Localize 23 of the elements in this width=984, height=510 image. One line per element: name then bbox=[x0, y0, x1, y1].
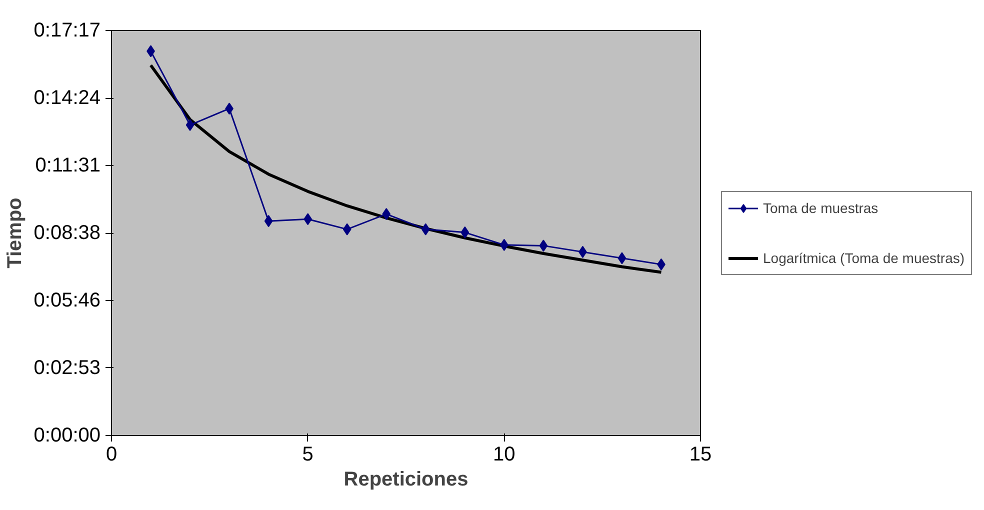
y-tick-label: 0:17:17 bbox=[34, 20, 101, 42]
x-axis-title: Repeticiones bbox=[344, 468, 468, 490]
x-tick-label: 0 bbox=[106, 444, 118, 466]
x-tick-label: 5 bbox=[302, 444, 314, 466]
point bbox=[264, 215, 273, 228]
y-tick-label: 0:00:00 bbox=[34, 424, 101, 446]
y-tick-label: 0:14:24 bbox=[34, 87, 101, 110]
y-axis-title: Tiempo bbox=[4, 198, 26, 268]
point bbox=[382, 208, 391, 220]
point bbox=[460, 226, 470, 238]
point bbox=[618, 252, 626, 264]
y-tick-label: 0:05:46 bbox=[34, 289, 101, 312]
legend-label: Logarítmica (Toma de muestras) bbox=[763, 250, 965, 266]
point bbox=[539, 240, 548, 252]
y-tick-label: 0:02:53 bbox=[34, 356, 101, 379]
point bbox=[342, 223, 352, 236]
y-tick-label: 0:11:31 bbox=[35, 154, 101, 177]
point bbox=[421, 223, 430, 236]
x-tick-label: 15 bbox=[689, 444, 712, 466]
point bbox=[186, 119, 194, 132]
y-tick-label: 0:08:38 bbox=[34, 222, 101, 244]
legend-label: Toma de muestras bbox=[763, 200, 878, 216]
x-tick-label: 10 bbox=[493, 444, 516, 466]
